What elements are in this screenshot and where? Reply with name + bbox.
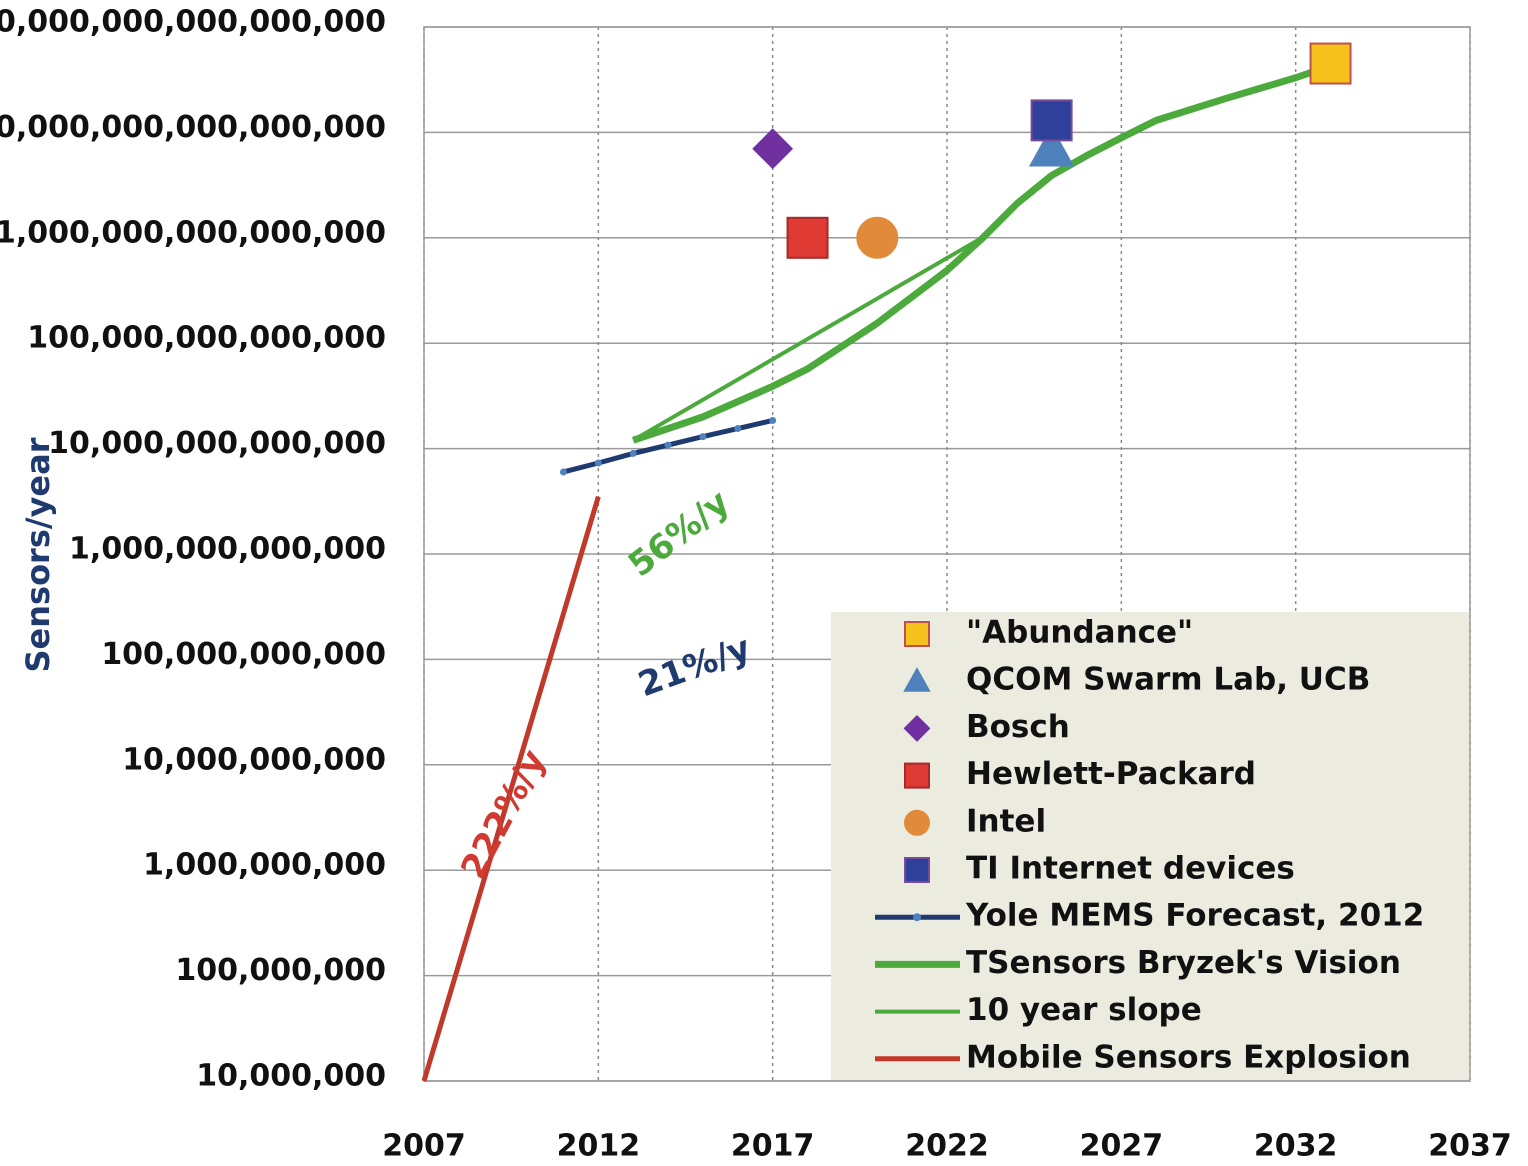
y-tick-label: 10,000,000 — [196, 1059, 386, 1094]
line — [421, 495, 601, 1082]
marker — [1030, 99, 1073, 142]
legend-label: 10 year slope — [966, 992, 1202, 1028]
legend-label: Hewlett-Packard — [966, 756, 1256, 792]
legend-label: QCOM Swarm Lab, UCB — [966, 662, 1370, 698]
marker — [769, 416, 777, 424]
marker — [1028, 125, 1075, 167]
y-tick-label: 1,000,000,000 — [143, 848, 386, 883]
x-tick-label: 2027 — [1080, 1129, 1164, 1164]
legend-label: Yole MEMS Forecast, 2012 — [965, 898, 1424, 934]
y-tick-label: 1,000,000,000,000 — [69, 532, 386, 567]
y-tick-label: 100,000,000 — [175, 953, 386, 988]
legend-label: Intel — [966, 803, 1046, 839]
marker — [559, 468, 567, 476]
line — [632, 62, 1332, 444]
legend-label: TSensors Bryzek's Vision — [966, 945, 1401, 981]
marker — [664, 441, 672, 449]
plot-border — [423, 26, 1471, 1082]
legend-label: Mobile Sensors Explosion — [966, 1039, 1411, 1075]
y-axis-label: Sensors/year — [19, 437, 57, 672]
y-tick-label: 10,000,000,000 — [122, 742, 386, 777]
legend-marker — [904, 857, 930, 883]
legend-box — [831, 612, 1469, 1080]
marker — [856, 216, 899, 259]
x-tick-label: 2022 — [905, 1129, 989, 1164]
marker — [629, 449, 637, 457]
marker — [734, 425, 742, 433]
annotation: 56%/y — [621, 482, 737, 585]
x-tick-label: 2012 — [557, 1129, 641, 1164]
legend-marker — [904, 762, 930, 789]
annotation: 21%/y — [633, 628, 756, 705]
y-tick-label: 100,000,000,000,000 — [27, 321, 386, 356]
y-tick-label: 1,000,000,000,000,000 — [0, 215, 386, 250]
marker — [786, 216, 829, 259]
legend-label: "Abundance" — [966, 615, 1193, 651]
y-tick-label: 100,000,000,000,000,000 — [0, 5, 386, 40]
x-tick-label: 2007 — [382, 1129, 466, 1164]
legend-marker — [903, 667, 931, 692]
x-tick-label: 2032 — [1254, 1129, 1338, 1164]
y-tick-label: 10,000,000,000,000,000 — [0, 110, 386, 145]
legend-marker — [913, 913, 921, 922]
legend-marker — [904, 809, 930, 836]
legend-label: TI Internet devices — [966, 851, 1295, 887]
x-tick-label: 2017 — [731, 1129, 815, 1164]
legend-label: Bosch — [966, 709, 1070, 745]
marker — [1309, 42, 1352, 85]
x-tick-label: 2037 — [1428, 1129, 1512, 1164]
marker — [752, 128, 794, 170]
y-tick-label: 100,000,000,000 — [101, 637, 386, 672]
legend-marker — [903, 714, 931, 742]
legend-marker — [904, 621, 930, 647]
y-tick-label: 10,000,000,000,000 — [48, 426, 386, 461]
marker — [594, 459, 602, 467]
line — [632, 236, 983, 442]
marker — [699, 433, 707, 441]
